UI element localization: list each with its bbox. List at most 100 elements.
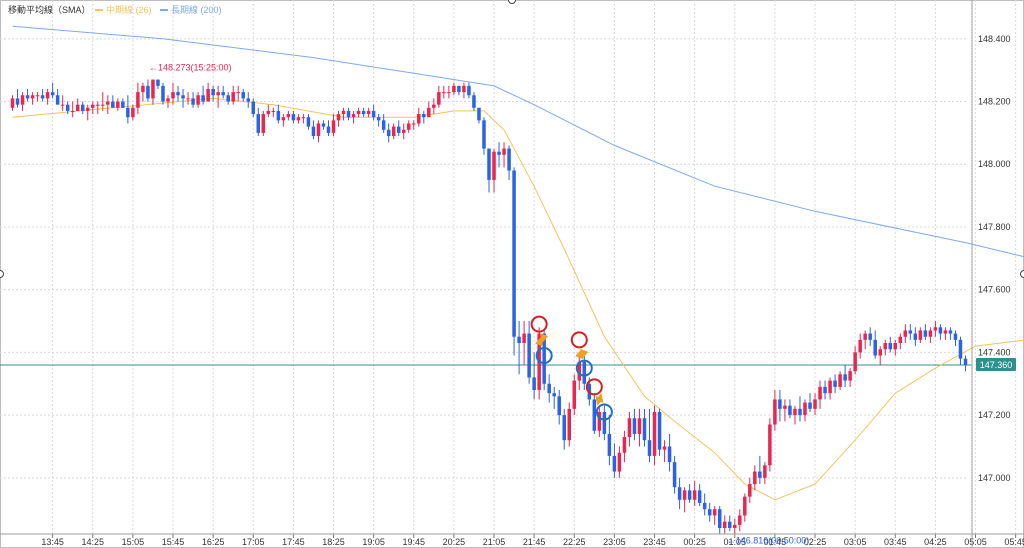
candle-body <box>763 465 767 478</box>
candle-body <box>116 101 120 108</box>
candle <box>627 411 632 447</box>
candle-body <box>903 330 908 337</box>
candle-body <box>321 123 326 127</box>
candle <box>391 123 396 140</box>
candle-body <box>958 339 963 359</box>
candle <box>141 82 145 102</box>
candle <box>803 399 807 422</box>
candle-body <box>898 336 903 343</box>
candle-body <box>40 95 45 99</box>
high-label: ←148.273(15:25:00) <box>149 63 232 73</box>
candle-body <box>216 92 220 96</box>
candle <box>442 85 446 99</box>
candle <box>241 88 245 102</box>
candle-body <box>893 342 898 350</box>
candle-body <box>447 92 451 94</box>
candle <box>818 380 822 409</box>
candle <box>908 324 913 340</box>
candle <box>246 92 251 108</box>
candle-body <box>622 437 627 453</box>
right-resize-handle[interactable] <box>1020 270 1024 278</box>
candle-body <box>156 79 160 86</box>
candle <box>251 98 256 118</box>
buy-signal-marker <box>575 359 593 377</box>
candle <box>181 88 185 108</box>
candle <box>607 415 612 466</box>
candle <box>417 107 421 127</box>
candle <box>176 85 180 102</box>
legend-mid-label[interactable]: 中期線 (26) <box>106 4 152 15</box>
candle-body <box>717 509 722 528</box>
candle <box>427 101 431 118</box>
candle <box>572 374 577 416</box>
candle-body <box>261 114 266 133</box>
candle-body <box>346 110 351 118</box>
candle <box>512 167 516 356</box>
x-tick-label: 18:25 <box>322 537 345 547</box>
candle-body <box>843 374 847 381</box>
candle-body <box>176 92 180 96</box>
candle <box>40 88 45 102</box>
candle <box>326 120 331 137</box>
candle <box>532 352 536 400</box>
candle <box>261 110 266 137</box>
candle-body <box>753 471 757 485</box>
candle-body <box>412 123 416 125</box>
y-tick-label: 147.400 <box>978 347 1011 357</box>
candle-body <box>442 92 446 94</box>
candle-body <box>75 104 80 111</box>
candle <box>833 374 837 394</box>
down-arrow-icon <box>540 333 549 344</box>
mid-sma-line <box>12 97 1024 501</box>
candle <box>146 79 150 102</box>
candle-body <box>266 110 271 115</box>
candle-body <box>697 490 702 503</box>
x-tick-label: 17:05 <box>242 537 265 547</box>
candle <box>301 114 306 124</box>
candle-body <box>65 104 70 111</box>
x-tick-label: 00:25 <box>683 537 706 547</box>
candle <box>156 79 160 89</box>
candle <box>938 324 943 340</box>
candle <box>467 82 471 99</box>
candle-body <box>833 380 837 387</box>
x-tick-label: 01:45 <box>764 537 787 547</box>
candle <box>522 321 526 365</box>
candle <box>552 386 556 409</box>
candle <box>15 88 20 108</box>
candle <box>662 440 667 463</box>
candle <box>903 324 908 343</box>
candle <box>602 405 607 441</box>
candle-body <box>532 377 536 391</box>
candle <box>226 92 230 105</box>
candle <box>25 88 30 102</box>
candle <box>933 321 938 337</box>
candle-body <box>512 170 516 337</box>
candle <box>80 101 85 115</box>
y-tick-label: 148.000 <box>978 159 1011 169</box>
legend-long-label[interactable]: 長期線 (200) <box>171 4 222 15</box>
current-price-value: 147.360 <box>980 360 1013 370</box>
candle-body <box>336 114 341 121</box>
candle-body <box>853 352 857 372</box>
candle <box>858 333 862 359</box>
candle <box>381 114 386 133</box>
candle <box>331 114 336 137</box>
candle <box>923 324 928 340</box>
x-tick-label: 20:25 <box>443 537 466 547</box>
candle <box>356 107 361 118</box>
legend-indicator-label: 移動平均線（SMA） <box>8 4 91 15</box>
candle <box>758 455 762 485</box>
candle-body <box>497 151 501 155</box>
sell-signal-marker <box>570 331 588 349</box>
candle <box>186 92 190 105</box>
candle-body <box>271 110 276 112</box>
candle-body <box>682 490 687 500</box>
candle <box>898 333 903 350</box>
candle-body <box>652 411 657 456</box>
candle-body <box>527 333 531 378</box>
candle-body <box>808 402 812 409</box>
x-tick-label: 05:05 <box>964 537 987 547</box>
candle-body <box>406 123 411 130</box>
